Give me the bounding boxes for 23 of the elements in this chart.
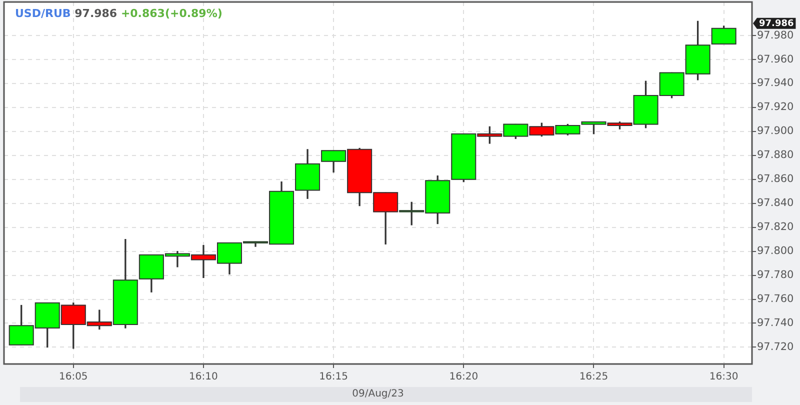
- text: 97.986: [759, 19, 794, 30]
- y-tick-label: 97.920: [757, 101, 794, 114]
- y-tick-label: 97.860: [757, 173, 794, 186]
- x-tick-label: 16:10: [189, 372, 218, 383]
- y-tick-label: 97.780: [757, 269, 794, 282]
- x-tick-label: 16:20: [449, 372, 478, 383]
- y-tick-label: 97.940: [757, 77, 794, 90]
- y-tick-label: 97.980: [757, 29, 794, 42]
- y-tick-label: 97.720: [757, 340, 794, 353]
- y-tick-label: 97.900: [757, 125, 794, 138]
- text: USD/RUB 97.986 +0.863(+0.89%): [15, 7, 222, 20]
- x-tick-label: 16:30: [709, 372, 738, 383]
- x-axis-title: 09/Aug/23: [352, 388, 404, 400]
- x-tick-label: 16:25: [579, 372, 608, 383]
- y-tick-label: 97.840: [757, 197, 794, 210]
- y-tick-label: 97.760: [757, 293, 794, 306]
- y-tick-label: 97.800: [757, 245, 794, 258]
- x-tick-label: 16:05: [58, 372, 88, 383]
- y-tick-label: 97.880: [757, 149, 794, 162]
- y-tick-label: 97.820: [757, 221, 794, 234]
- y-tick-label: 97.740: [757, 316, 794, 329]
- x-tick-label: 16:15: [319, 372, 348, 383]
- y-tick-label: 97.960: [757, 53, 794, 66]
